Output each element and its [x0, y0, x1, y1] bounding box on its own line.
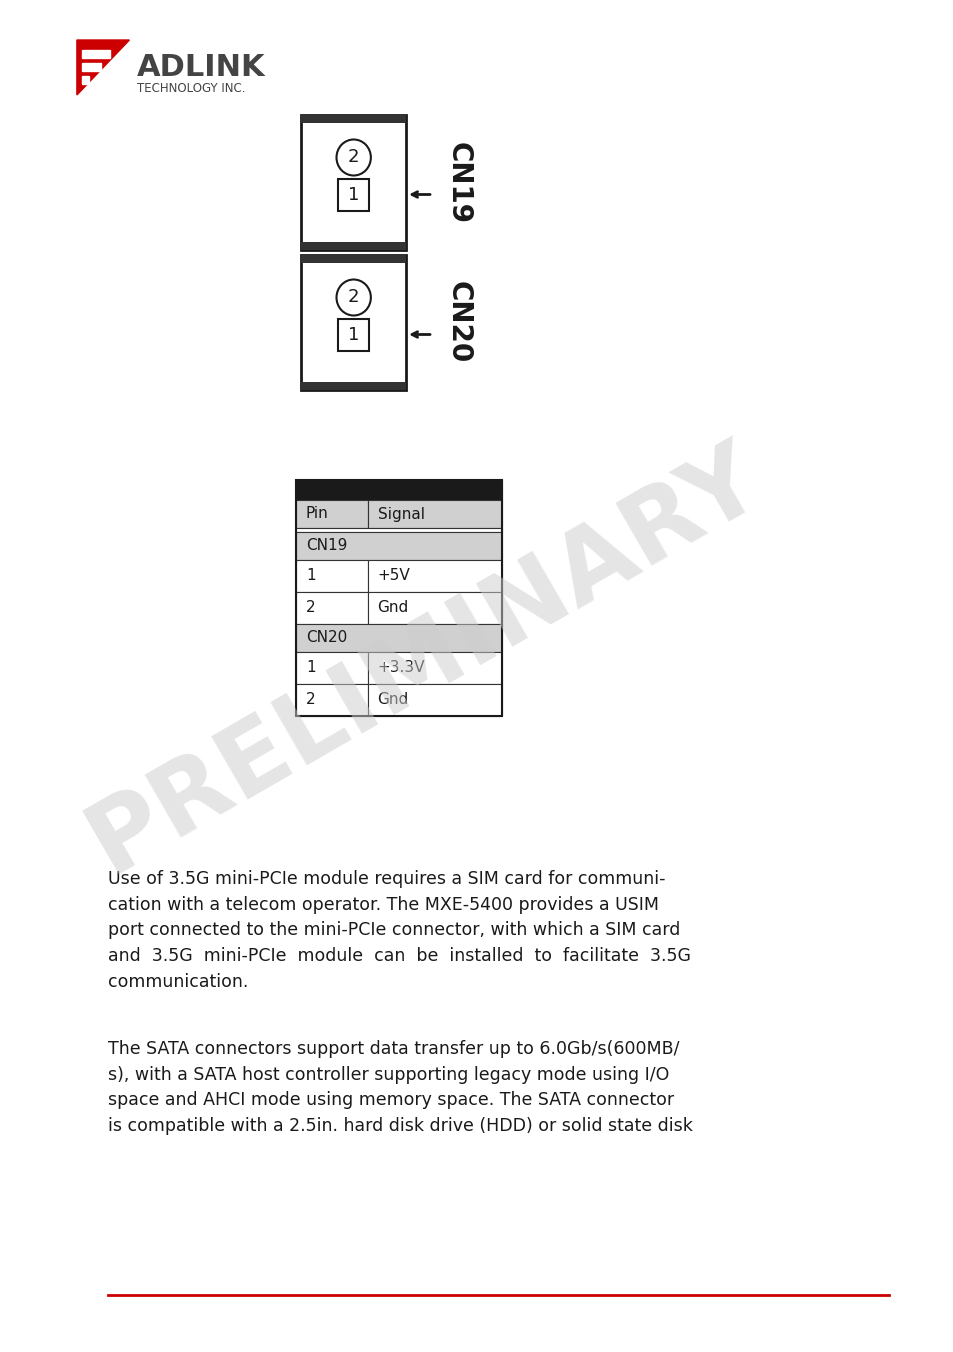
Text: 1: 1: [348, 185, 359, 204]
Text: CN20: CN20: [306, 630, 347, 645]
FancyBboxPatch shape: [368, 684, 501, 717]
Text: +5V: +5V: [377, 568, 410, 584]
Text: 1: 1: [348, 326, 359, 343]
FancyBboxPatch shape: [296, 652, 368, 684]
Text: Pin: Pin: [306, 507, 329, 522]
FancyBboxPatch shape: [296, 592, 368, 625]
FancyBboxPatch shape: [296, 500, 368, 529]
Circle shape: [336, 139, 371, 176]
Text: 2: 2: [306, 600, 315, 615]
Polygon shape: [77, 41, 130, 95]
FancyBboxPatch shape: [296, 531, 501, 560]
FancyBboxPatch shape: [296, 480, 501, 500]
FancyBboxPatch shape: [368, 500, 501, 529]
Text: PRELIMINARY: PRELIMINARY: [71, 427, 778, 892]
FancyBboxPatch shape: [368, 652, 501, 684]
Text: ADLINK: ADLINK: [137, 54, 265, 82]
Polygon shape: [82, 64, 101, 72]
Text: Gnd: Gnd: [377, 692, 409, 707]
Text: 2: 2: [348, 288, 359, 307]
Circle shape: [336, 280, 371, 315]
FancyBboxPatch shape: [301, 115, 406, 123]
Text: Use of 3.5G mini-PCIe module requires a SIM card for communi-
cation with a tele: Use of 3.5G mini-PCIe module requires a …: [109, 869, 691, 991]
Text: Signal: Signal: [377, 507, 424, 522]
FancyBboxPatch shape: [338, 178, 369, 211]
FancyBboxPatch shape: [296, 684, 368, 717]
FancyBboxPatch shape: [296, 625, 501, 652]
Text: 1: 1: [306, 661, 315, 676]
Polygon shape: [82, 50, 111, 58]
Text: TECHNOLOGY INC.: TECHNOLOGY INC.: [137, 81, 245, 95]
FancyBboxPatch shape: [368, 592, 501, 625]
Text: 2: 2: [348, 149, 359, 166]
Text: CN20: CN20: [444, 281, 472, 364]
Text: Gnd: Gnd: [377, 600, 409, 615]
Text: The SATA connectors support data transfer up to 6.0Gb/s(600MB/
s), with a SATA h: The SATA connectors support data transfe…: [109, 1040, 693, 1136]
Text: CN19: CN19: [306, 538, 347, 553]
Text: CN19: CN19: [444, 142, 472, 223]
FancyBboxPatch shape: [301, 256, 406, 264]
Text: 2: 2: [306, 692, 315, 707]
FancyBboxPatch shape: [301, 383, 406, 389]
Text: 1: 1: [306, 568, 315, 584]
FancyBboxPatch shape: [301, 115, 406, 250]
FancyBboxPatch shape: [338, 319, 369, 350]
Text: +3.3V: +3.3V: [377, 661, 425, 676]
FancyBboxPatch shape: [368, 560, 501, 592]
FancyBboxPatch shape: [301, 242, 406, 250]
FancyBboxPatch shape: [296, 529, 501, 531]
Polygon shape: [82, 76, 90, 84]
FancyBboxPatch shape: [296, 560, 368, 592]
FancyBboxPatch shape: [301, 256, 406, 389]
